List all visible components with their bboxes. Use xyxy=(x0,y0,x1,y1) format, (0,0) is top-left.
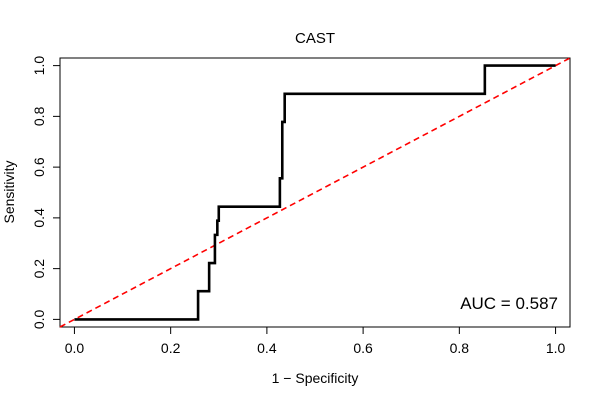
roc-curve-line xyxy=(74,64,556,321)
y-tick-label: 0.2 xyxy=(31,259,47,279)
y-tick-label: 0.6 xyxy=(31,157,47,177)
chart-title: CAST xyxy=(295,30,335,47)
x-tick-label: 1.0 xyxy=(546,340,566,356)
y-tick-label: 0.0 xyxy=(31,309,47,329)
y-axis: 0.0 0.2 0.4 0.6 0.8 1.0 xyxy=(31,56,61,329)
y-tick-label: 1.0 xyxy=(31,56,47,76)
y-axis-label: Sensitivity xyxy=(1,160,17,223)
y-tick-label: 0.4 xyxy=(31,208,47,228)
x-tick-label: 0.2 xyxy=(161,340,181,356)
x-axis-label: 1 − Specificity xyxy=(272,370,359,386)
x-tick-label: 0.0 xyxy=(65,340,85,356)
x-tick-label: 0.8 xyxy=(450,340,470,356)
reference-diagonal-line xyxy=(59,57,571,328)
x-tick-label: 0.4 xyxy=(257,340,277,356)
x-axis: 0.0 0.2 0.4 0.6 0.8 1.0 xyxy=(65,326,566,356)
auc-annotation: AUC = 0.587 xyxy=(460,294,558,313)
y-tick-label: 0.8 xyxy=(31,106,47,126)
x-tick-label: 0.6 xyxy=(353,340,373,356)
